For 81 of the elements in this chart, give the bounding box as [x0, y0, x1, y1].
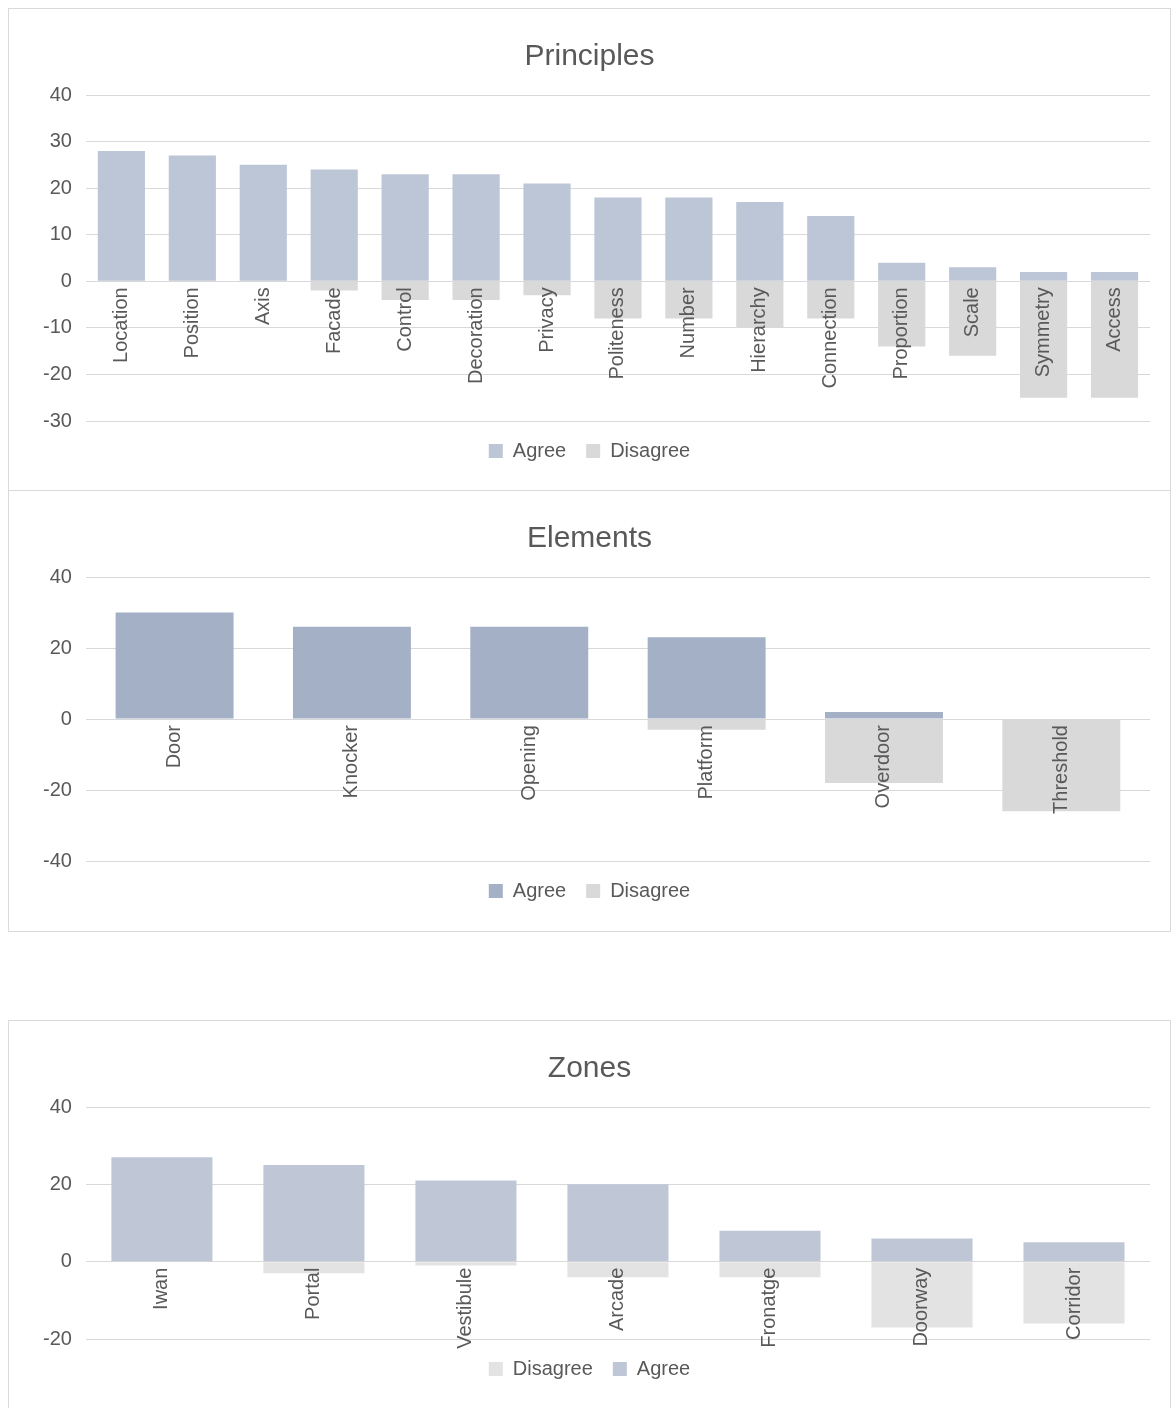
- bar: [1090, 271, 1139, 281]
- legend-label: Disagree: [610, 878, 691, 901]
- x-tick-label: Privacy: [534, 287, 557, 353]
- y-tick-label: -20: [43, 1326, 72, 1349]
- x-tick-label: Position: [179, 287, 202, 359]
- legend-label: Disagree: [610, 438, 691, 461]
- x-tick-label: Location: [108, 287, 131, 363]
- y-tick-label: 20: [49, 635, 72, 658]
- x-tick-label: Portal: [301, 1267, 324, 1320]
- y-tick-label: 40: [49, 1094, 72, 1117]
- bar: [523, 183, 571, 281]
- x-tick-label: Iwan: [149, 1267, 172, 1310]
- x-tick-label: Knocker: [339, 724, 362, 799]
- y-tick-label: 0: [60, 1249, 72, 1272]
- x-tick-label: Corridor: [1061, 1267, 1084, 1340]
- x-tick-label: Symmetry: [1031, 287, 1054, 378]
- bar: [111, 1157, 213, 1262]
- x-tick-label: Number: [676, 286, 699, 359]
- legend-label: Agree: [512, 878, 567, 901]
- x-tick-label: Access: [1102, 287, 1125, 352]
- y-tick-label: 20: [49, 175, 72, 198]
- bar: [736, 202, 784, 281]
- x-tick-label: Platform: [694, 725, 717, 800]
- y-tick-label: -20: [43, 361, 72, 384]
- y-tick-label: 40: [49, 82, 72, 105]
- bar: [1023, 1242, 1125, 1262]
- y-tick-label: 20: [49, 1171, 72, 1194]
- bar: [452, 174, 500, 281]
- x-tick-label: Hierarchy: [747, 287, 770, 373]
- x-tick-label: Doorway: [909, 1267, 932, 1347]
- chart-title: Principles: [524, 38, 655, 72]
- bar: [415, 1180, 517, 1262]
- bar: [719, 1230, 821, 1262]
- x-tick-label: Overdoor: [871, 724, 894, 809]
- chart-title: Zones: [547, 1050, 632, 1084]
- bar: [878, 262, 926, 281]
- bar: [310, 169, 358, 281]
- bar: [239, 164, 287, 281]
- legend-label: Agree: [512, 438, 567, 461]
- bar: [115, 612, 234, 719]
- legend-label: Disagree: [512, 1356, 593, 1379]
- x-tick-label: Arcade: [605, 1267, 628, 1332]
- bar: [949, 267, 997, 281]
- bar: [97, 150, 145, 281]
- bar: [292, 626, 411, 719]
- x-tick-label: Control: [392, 287, 415, 352]
- bar: [647, 637, 766, 719]
- y-tick-label: 40: [49, 564, 72, 587]
- bar: [1020, 271, 1068, 281]
- bar: [567, 1184, 669, 1262]
- x-tick-label: Axis: [250, 287, 273, 326]
- y-tick-label: -40: [43, 848, 72, 871]
- x-tick-label: Decoration: [463, 287, 486, 384]
- bar: [594, 197, 642, 281]
- chart-title: Elements: [526, 520, 653, 554]
- x-tick-label: Threshold: [1048, 725, 1071, 814]
- bar: [263, 1165, 365, 1262]
- x-tick-label: Door: [162, 724, 185, 769]
- y-tick-label: -30: [43, 408, 72, 431]
- x-tick-label: Fronatge: [757, 1267, 780, 1348]
- x-tick-label: Vestibule: [453, 1267, 476, 1349]
- bar: [807, 216, 855, 281]
- y-tick-label: 10: [49, 222, 72, 245]
- y-tick-label: 0: [60, 268, 72, 291]
- x-tick-label: Politeness: [605, 287, 628, 380]
- x-tick-label: Connection: [818, 287, 841, 389]
- y-tick-label: 0: [60, 706, 72, 729]
- y-tick-label: -20: [43, 777, 72, 800]
- bar: [871, 1238, 973, 1262]
- bar: [381, 174, 429, 281]
- y-tick-label: -10: [43, 315, 72, 338]
- y-tick-label: 30: [49, 129, 72, 152]
- bar: [470, 626, 589, 719]
- x-tick-label: Opening: [516, 725, 539, 801]
- legend-label: Agree: [636, 1356, 691, 1379]
- bar: [825, 711, 943, 719]
- bar: [168, 155, 216, 281]
- bar: [665, 197, 713, 281]
- x-tick-label: Scale: [960, 287, 983, 338]
- x-tick-label: Proportion: [889, 287, 912, 380]
- x-tick-label: Facade: [321, 287, 344, 354]
